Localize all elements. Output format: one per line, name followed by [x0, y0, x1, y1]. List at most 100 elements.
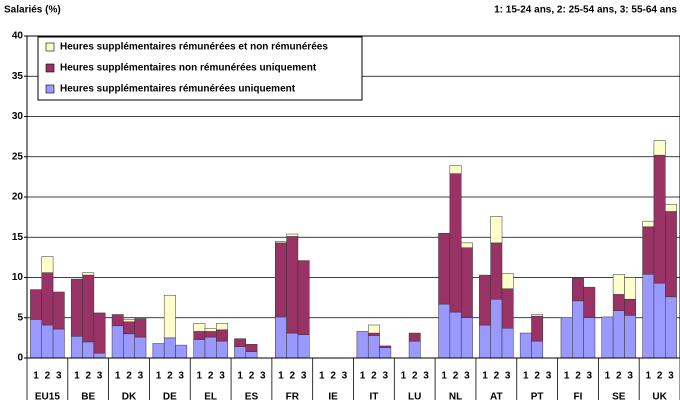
x-tick-label: 3 — [505, 371, 511, 382]
x-tick-label: 1 — [645, 371, 651, 382]
bar-segment — [123, 319, 135, 323]
bar-segment — [612, 274, 625, 295]
x-tick-label: 1 — [564, 371, 570, 382]
x-tick-label: 3 — [546, 371, 552, 382]
group-label: EU15 — [35, 392, 60, 400]
x-tick-label: 2 — [575, 371, 581, 382]
y-tick-label: 10 — [12, 272, 24, 283]
bar-segment — [642, 220, 655, 228]
x-tick-label: 3 — [587, 371, 593, 382]
bar-segment — [449, 165, 462, 174]
bar-segment — [560, 317, 573, 359]
legend: Heures supplémentaires rémunérées et non… — [37, 36, 363, 101]
bar-segment — [193, 339, 206, 359]
group-label: FR — [286, 392, 300, 400]
bar-segment — [479, 274, 491, 326]
bar-segment — [175, 344, 188, 359]
bar-segment — [245, 351, 258, 359]
bar-segment — [624, 277, 637, 300]
group-label: DK — [122, 392, 137, 400]
bar-segment — [490, 216, 503, 244]
bar-segment — [286, 233, 299, 237]
x-tick-label: 3 — [423, 371, 429, 382]
bar-segment — [245, 344, 258, 352]
group-label: IT — [369, 392, 378, 400]
group-label: FI — [574, 392, 583, 400]
x-tick-label: 1 — [156, 371, 162, 382]
x-tick-label: 1 — [482, 371, 488, 382]
x-tick-label: 2 — [453, 371, 459, 382]
bar-segment — [297, 334, 310, 359]
bar-segment — [501, 327, 514, 359]
bar-segment — [408, 340, 421, 359]
bar-segment — [438, 303, 451, 359]
x-tick-label: 2 — [657, 371, 663, 382]
x-tick-label: 2 — [167, 371, 173, 382]
y-tick-label: 0 — [17, 353, 23, 364]
bar-segment — [438, 232, 451, 305]
bar-segment — [501, 273, 514, 290]
x-tick-label: 2 — [208, 371, 214, 382]
bar-segment — [234, 338, 247, 347]
y-tick-label: 30 — [12, 111, 24, 122]
bar-segment — [583, 286, 596, 319]
group-label: EL — [204, 392, 217, 400]
bar-segment — [612, 294, 625, 311]
x-tick-label: 1 — [523, 371, 529, 382]
bar-segment — [665, 296, 677, 359]
bar-segment — [653, 154, 666, 284]
bar-segment — [275, 242, 287, 318]
bar-segment — [653, 140, 666, 156]
legend-label: Heures supplémentaires rémunérées unique… — [60, 84, 296, 95]
group-label: BE — [81, 392, 95, 400]
bar-segment — [490, 242, 503, 300]
x-tick-label: 2 — [330, 371, 336, 382]
x-tick-label: 2 — [494, 371, 500, 382]
bar-segment — [408, 332, 421, 342]
bar-segment — [216, 340, 228, 359]
x-tick-label: 3 — [464, 371, 470, 382]
bar-segment — [111, 325, 124, 359]
group-label: UK — [652, 392, 667, 400]
x-tick-label: 3 — [627, 371, 633, 382]
x-tick-label: 2 — [45, 371, 51, 382]
x-tick-label: 1 — [74, 371, 80, 382]
bar-segment — [531, 340, 544, 359]
bar-segment — [572, 300, 584, 359]
bar-segment — [134, 318, 147, 338]
bar-segment — [82, 274, 95, 343]
bar-segment — [379, 345, 392, 348]
x-tick-label: 3 — [138, 371, 144, 382]
x-tick-label: 3 — [382, 371, 388, 382]
bar-segment — [612, 310, 625, 359]
bar-segment — [449, 311, 462, 359]
bar-segment — [367, 332, 380, 336]
x-tick-label: 2 — [534, 371, 540, 382]
bar-segment — [216, 329, 228, 342]
x-tick-label: 3 — [301, 371, 307, 382]
bar-segment — [583, 317, 596, 359]
y-tick-label: 35 — [12, 71, 24, 82]
x-tick-label: 1 — [441, 371, 447, 382]
x-tick-label: 1 — [115, 371, 121, 382]
x-tick-label: 1 — [33, 371, 39, 382]
bar-segment — [642, 274, 655, 359]
group-label: ES — [245, 392, 259, 400]
bar-segment — [41, 324, 54, 359]
x-tick-label: 3 — [342, 371, 348, 382]
bar-segment — [111, 314, 124, 327]
x-tick-label: 2 — [126, 371, 132, 382]
bar-segment — [665, 203, 677, 212]
bar-segment — [163, 294, 176, 339]
bar-segment — [52, 291, 65, 330]
bar-segment — [70, 278, 83, 337]
group-label: SE — [612, 392, 626, 400]
x-tick-label: 2 — [412, 371, 418, 382]
chart-title: Salariés (%) — [4, 5, 61, 16]
x-tick-label: 1 — [401, 371, 407, 382]
legend-swatch — [45, 84, 55, 94]
bar-segment — [479, 324, 491, 359]
bar-segment — [601, 316, 614, 359]
x-tick-label: 1 — [360, 371, 366, 382]
bar-segment — [519, 332, 532, 359]
